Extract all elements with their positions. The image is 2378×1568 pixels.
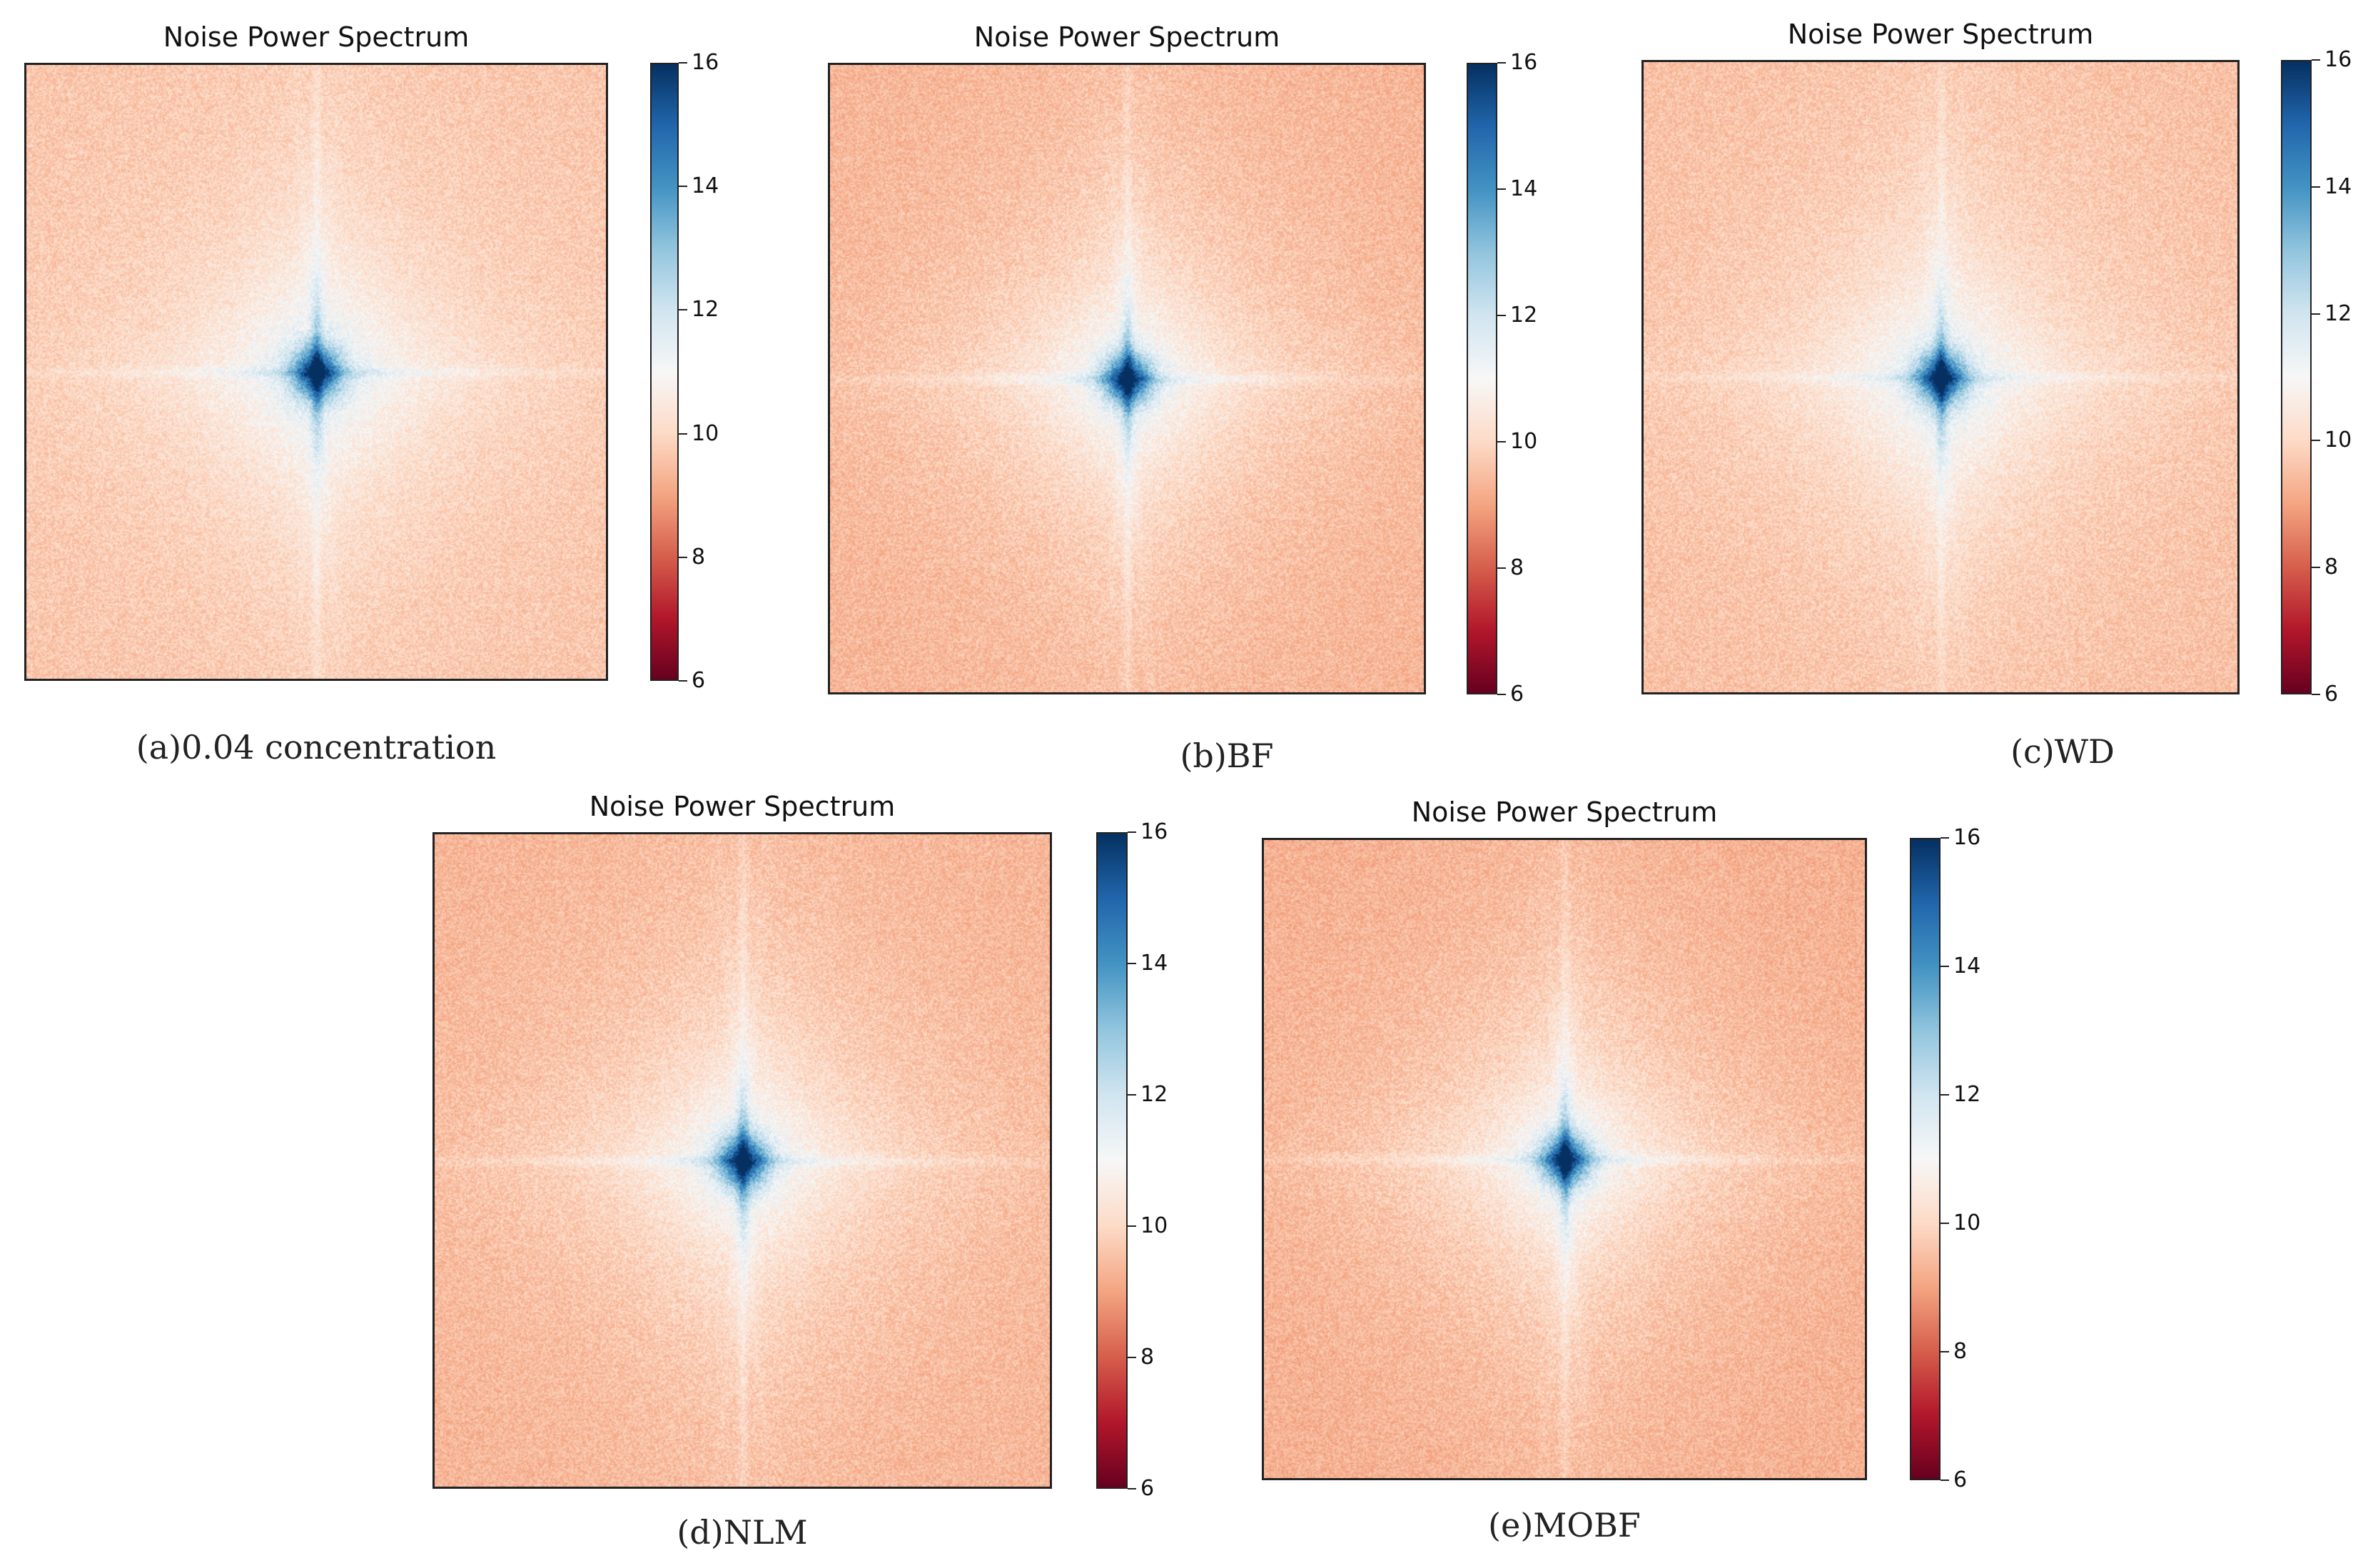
colorbar-tick-label: 14 xyxy=(1953,954,1981,978)
colorbar-tick xyxy=(1128,1357,1136,1358)
colorbar xyxy=(1910,838,1941,1480)
colorbar-tick-label: 14 xyxy=(1140,951,1168,976)
colorbar xyxy=(1467,63,1497,694)
colorbar-tick-label: 10 xyxy=(1953,1210,1981,1235)
colorbar xyxy=(650,63,679,681)
colorbar-tick xyxy=(1128,963,1136,964)
colorbar-tick xyxy=(679,556,687,558)
colorbar-tick-label: 14 xyxy=(2324,173,2352,199)
colorbar-tick xyxy=(1941,966,1949,967)
panel-title: Noise Power Spectrum xyxy=(589,791,896,822)
colorbar-tick-label: 8 xyxy=(2324,555,2339,580)
heatmap-canvas xyxy=(435,834,1050,1487)
colorbar-tick xyxy=(2312,694,2320,695)
colorbar-tick xyxy=(1497,62,1506,64)
colorbar xyxy=(2281,60,2312,694)
colorbar-tick-label: 14 xyxy=(1510,176,1538,201)
heatmap xyxy=(1641,60,2240,694)
heatmap xyxy=(24,63,608,681)
colorbar-tick xyxy=(1128,1094,1136,1096)
colorbar-tick-label: 12 xyxy=(1510,303,1538,328)
colorbar xyxy=(1096,832,1128,1489)
colorbar-tick-label: 14 xyxy=(692,173,719,199)
colorbar-tick xyxy=(1128,1225,1136,1227)
colorbar-tick xyxy=(679,309,687,311)
colorbar-tick-label: 6 xyxy=(1140,1476,1155,1501)
colorbar-tick xyxy=(2312,313,2320,315)
colorbar-tick xyxy=(2312,186,2320,188)
colorbar-tick xyxy=(1497,441,1506,442)
colorbar-tick xyxy=(1497,567,1506,569)
colorbar-tick xyxy=(2312,440,2320,442)
colorbar-tick-label: 16 xyxy=(692,50,719,75)
colorbar-tick-label: 8 xyxy=(1510,555,1524,580)
colorbar-tick xyxy=(1941,1351,1949,1352)
heatmap xyxy=(828,63,1426,694)
colorbar-tick xyxy=(2312,59,2320,61)
colorbar-tick xyxy=(679,433,687,435)
colorbar-tick-label: 8 xyxy=(1140,1345,1155,1370)
heatmap-canvas xyxy=(26,65,606,679)
colorbar-tick-label: 8 xyxy=(692,544,706,570)
colorbar-tick xyxy=(1128,1488,1136,1489)
colorbar-tick xyxy=(1497,188,1506,190)
panel-title: Noise Power Spectrum xyxy=(1787,19,2094,50)
panel-title: Noise Power Spectrum xyxy=(163,21,470,53)
colorbar-tick-label: 10 xyxy=(1140,1213,1168,1238)
colorbar-tick-label: 10 xyxy=(692,420,719,446)
colorbar-tick-label: 12 xyxy=(692,297,719,323)
colorbar-tick-label: 12 xyxy=(1140,1082,1168,1107)
colorbar-tick xyxy=(1941,837,1949,839)
heatmap-canvas xyxy=(1644,62,2237,692)
heatmap xyxy=(1262,838,1867,1480)
colorbar-tick xyxy=(2312,567,2320,569)
colorbar-tick xyxy=(1941,1094,1949,1096)
colorbar-tick xyxy=(679,62,687,64)
panel-title: Noise Power Spectrum xyxy=(1411,796,1718,828)
colorbar-tick xyxy=(679,680,687,682)
colorbar-tick-label: 6 xyxy=(1953,1467,1968,1492)
panel-caption: (d)NLM xyxy=(677,1513,808,1552)
colorbar-tick-label: 12 xyxy=(1953,1082,1981,1107)
colorbar-tick-label: 10 xyxy=(2324,428,2352,453)
colorbar-tick-label: 16 xyxy=(2324,47,2352,72)
colorbar-tick xyxy=(1128,831,1136,833)
colorbar-tick xyxy=(1941,1223,1949,1224)
colorbar-tick xyxy=(679,186,687,188)
panel-title: Noise Power Spectrum xyxy=(973,21,1280,53)
heatmap xyxy=(432,832,1052,1489)
colorbar-tick-label: 8 xyxy=(1953,1339,1968,1364)
heatmap-canvas xyxy=(830,65,1424,692)
colorbar-tick xyxy=(1941,1480,1949,1481)
colorbar-tick-label: 6 xyxy=(692,668,706,693)
colorbar-tick xyxy=(1497,694,1506,695)
colorbar-tick-label: 6 xyxy=(1510,682,1524,707)
panel-caption: (c)WD xyxy=(2010,732,2115,771)
heatmap-canvas xyxy=(1264,840,1865,1478)
colorbar-tick-label: 6 xyxy=(2324,682,2339,707)
colorbar-tick-label: 10 xyxy=(1510,429,1538,454)
panel-caption: (b)BF xyxy=(1180,737,1274,775)
colorbar-tick-label: 16 xyxy=(1140,819,1168,844)
colorbar-tick xyxy=(1497,315,1506,316)
colorbar-tick-label: 16 xyxy=(1953,825,1981,850)
colorbar-tick-label: 12 xyxy=(2324,300,2352,326)
panel-caption: (e)MOBF xyxy=(1488,1506,1641,1544)
panel-caption: (a)0.04 concentration xyxy=(136,728,497,767)
colorbar-tick-label: 16 xyxy=(1510,50,1538,75)
